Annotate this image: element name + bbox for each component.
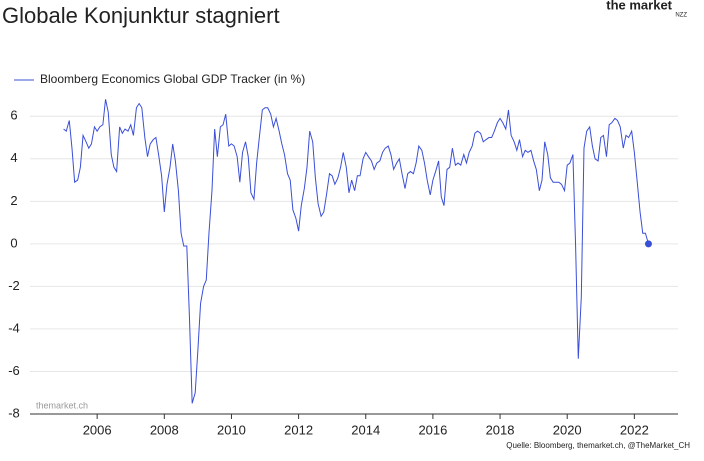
x-tick-label: 2014 xyxy=(351,422,380,437)
logo-sub: NZZ xyxy=(675,13,687,19)
watermark: themarket.ch xyxy=(36,400,88,410)
y-tick-label: -2 xyxy=(8,278,20,293)
x-tick-label: 2006 xyxy=(83,422,112,437)
logo: the market xyxy=(606,0,672,12)
x-tick-label: 2018 xyxy=(486,422,515,437)
x-tick-label: 2022 xyxy=(620,422,649,437)
y-tick-label: 0 xyxy=(10,235,17,250)
source: Quelle: Bloomberg, themarket.ch, @TheMar… xyxy=(506,441,690,450)
chart-title: Globale Konjunktur stagniert xyxy=(2,3,280,28)
y-tick-label: 2 xyxy=(10,193,17,208)
x-tick-label: 2020 xyxy=(553,422,582,437)
line xyxy=(63,99,649,404)
x-tick-label: 2010 xyxy=(217,422,246,437)
y-tick-label: -4 xyxy=(8,320,20,335)
y-tick-label: 4 xyxy=(10,150,17,165)
y-tick-label: -6 xyxy=(8,363,20,378)
x-tick-label: 2016 xyxy=(418,422,447,437)
y-tick-label: 6 xyxy=(10,108,17,123)
x-tick-label: 2008 xyxy=(150,422,179,437)
end-point xyxy=(644,240,652,248)
legend-label: Bloomberg Economics Global GDP Tracker (… xyxy=(40,72,305,86)
x-tick-label: 2012 xyxy=(284,422,313,437)
y-tick-label: -8 xyxy=(8,405,20,420)
